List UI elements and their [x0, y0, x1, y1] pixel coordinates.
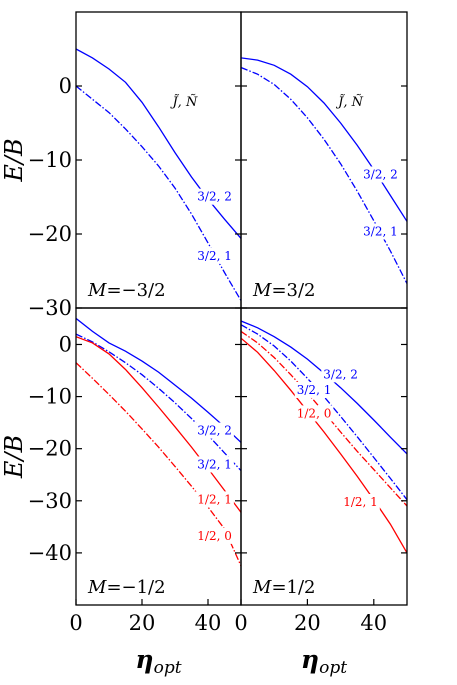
- curve-label-3-2-1: 3/2, 1: [197, 249, 232, 263]
- x-tick-label: 40: [195, 611, 222, 635]
- panel-label: M=3/2: [252, 280, 316, 301]
- panel-label: M=−1/2: [87, 577, 166, 598]
- x-tick-label: 40: [360, 611, 387, 635]
- curve-label-background: [294, 381, 334, 398]
- series-line-1-2-0-panel-3: [76, 362, 241, 567]
- y-tick-label: −20: [28, 222, 72, 246]
- series-line-3-2-1-panel-3: [76, 333, 241, 472]
- quantum-number-header: J̃, Ñ: [169, 94, 197, 110]
- panel-4: 3/2, 2 3/2, 1 1/2, 0 1/2, 1 0 20 40 ηopt M=1/2: [234, 307, 408, 678]
- curve-label-background: [341, 494, 380, 510]
- y-tick-label: −20: [28, 437, 72, 461]
- y-axis-title: E/B: [0, 435, 28, 479]
- panel-2: 3/2, 2 3/2, 1 J̃, Ñ M=3/2: [240, 11, 408, 309]
- panel-frame: [240, 11, 408, 309]
- x-tick-label: 20: [294, 611, 321, 635]
- y-axis-title: E/B: [0, 138, 28, 182]
- y-tick-label: 0: [59, 74, 72, 98]
- curve-label-background: [195, 527, 234, 544]
- curve-label-3-2-1: 3/2, 1: [363, 224, 398, 238]
- curve-label-3-2-1: 3/2, 1: [297, 383, 332, 397]
- y-tick-label: −30: [28, 296, 72, 320]
- series-line-1-2-1-panel-3: [76, 336, 241, 513]
- y-tick-label: −30: [28, 489, 72, 513]
- curve-label-background: [195, 456, 234, 473]
- curve-label-1-2-0: 1/2, 0: [197, 529, 232, 543]
- curve-label-1-2-0: 1/2, 0: [297, 406, 332, 420]
- x-tick-label: 0: [69, 611, 82, 635]
- y-tick-label: 0: [59, 332, 72, 356]
- y-tick-label: −40: [28, 541, 72, 565]
- curve-label-3-2-2: 3/2, 2: [363, 168, 398, 182]
- series-line-3-2-2-panel-3: [76, 317, 241, 443]
- curve-label-3-2-2: 3/2, 2: [323, 367, 358, 381]
- x-tick-label: 20: [129, 611, 156, 635]
- curve-label-1-2-1: 1/2, 1: [343, 495, 378, 509]
- y-tick-label: −10: [28, 385, 72, 409]
- panel-label: M=−3/2: [87, 280, 166, 301]
- panel-3: 3/2, 2 3/2, 1 1/2, 1 1/2, 0 0 −10 −20 −30 −40 0 20…: [0, 307, 242, 678]
- curve-label-3-2-2: 3/2, 2: [197, 424, 232, 438]
- x-axis-title: ηopt: [135, 645, 181, 678]
- curve-label-background: [361, 166, 400, 183]
- series-line-3-2-2-panel-1: [76, 48, 241, 239]
- panel-label: M=1/2: [252, 577, 316, 598]
- y-tick-label: −10: [28, 148, 72, 172]
- x-tick-label: 0: [234, 611, 247, 635]
- panel-frame: [240, 307, 408, 606]
- series-line-3-2-2-panel-2: [241, 57, 407, 222]
- curve-label-background: [195, 188, 234, 205]
- curve-label-1-2-1: 1/2, 1: [197, 492, 232, 506]
- curve-label-background: [294, 405, 334, 422]
- quantum-number-header: J̃, Ñ: [335, 94, 363, 110]
- curve-label-background: [361, 223, 400, 240]
- curve-label-3-2-2: 3/2, 2: [197, 190, 232, 204]
- panel-1: 3/2, 2 3/2, 1 J̃, Ñ 0 −10 −20 −30 E/B M=−3/2: [0, 11, 242, 320]
- curve-label-background: [195, 491, 234, 508]
- curve-label-3-2-1: 3/2, 1: [197, 457, 232, 471]
- x-axis-title: ηopt: [301, 645, 347, 678]
- curve-label-background: [195, 422, 234, 439]
- curve-label-background: [195, 247, 234, 264]
- curve-label-background: [321, 366, 360, 383]
